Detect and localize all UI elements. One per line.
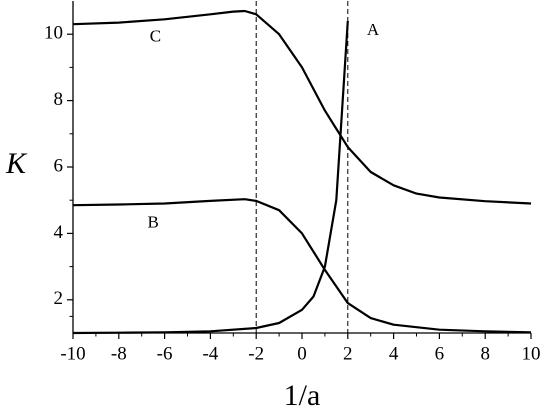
curve-label: B bbox=[147, 212, 158, 231]
x-tick-label: -8 bbox=[111, 343, 127, 364]
x-tick-label: -6 bbox=[157, 343, 173, 364]
curve-label: C bbox=[150, 26, 161, 45]
x-tick-label: 10 bbox=[522, 343, 541, 364]
x-tick-label: -4 bbox=[202, 343, 218, 364]
curve bbox=[72, 9, 532, 205]
curve bbox=[72, 198, 532, 334]
y-axis-label: K bbox=[5, 147, 28, 180]
curve-label: A bbox=[367, 20, 380, 39]
y-tick-label: 10 bbox=[44, 23, 63, 44]
x-tick-label: 6 bbox=[435, 343, 445, 364]
curve bbox=[72, 20, 349, 335]
x-tick-label: 2 bbox=[343, 343, 353, 364]
x-tick-label: -2 bbox=[248, 343, 264, 364]
x-tick-label: 0 bbox=[297, 343, 307, 364]
y-tick-label: 8 bbox=[54, 89, 64, 110]
x-tick-label: 4 bbox=[389, 343, 399, 364]
y-tick-label: 4 bbox=[54, 222, 64, 243]
x-axis-label: 1/a bbox=[284, 379, 321, 412]
x-tick-label: -10 bbox=[60, 343, 85, 364]
y-tick-label: 2 bbox=[54, 288, 64, 309]
y-tick-label: 6 bbox=[54, 155, 64, 176]
x-tick-label: 8 bbox=[480, 343, 490, 364]
